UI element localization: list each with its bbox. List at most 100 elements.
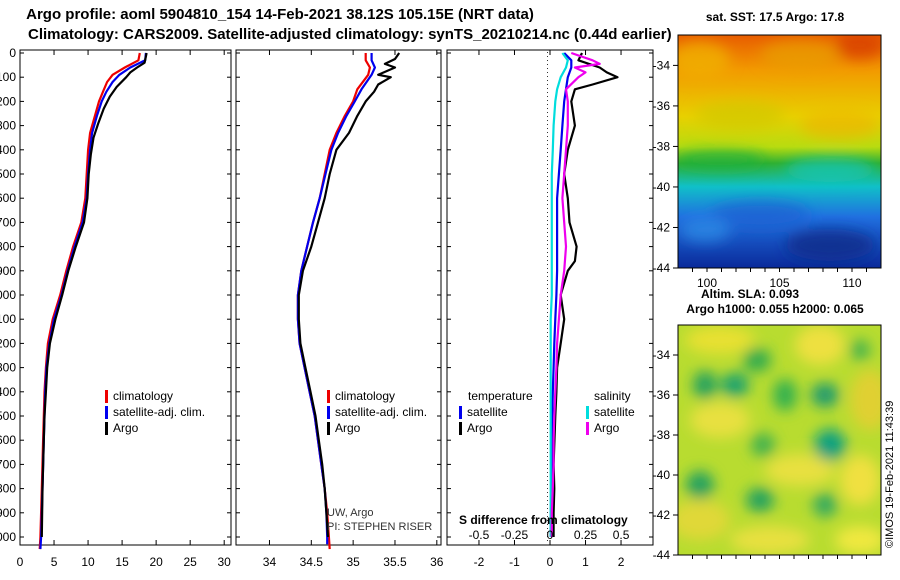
map-lat-label: -34 xyxy=(653,58,671,72)
legend2-satellite-marker xyxy=(327,406,330,419)
sst-texture xyxy=(678,35,881,261)
x-tick-label: 30 xyxy=(218,555,232,569)
x-tick-label: 5 xyxy=(51,555,58,569)
x-tick-label: 0 xyxy=(547,555,554,569)
legend-satellite-marker xyxy=(105,406,108,419)
x-tick-label: 10 xyxy=(81,555,95,569)
footer-credit: ©IMOS 19-Feb-2021 11:43:39 xyxy=(884,401,896,548)
difference-series xyxy=(549,51,619,538)
temperature-plot-frame xyxy=(19,49,232,546)
salinity-difference-tick-label: 0.25 xyxy=(574,528,598,542)
legend-climatology-marker xyxy=(105,390,108,403)
depth-axis: 0 100 200 300 400 500 600 700 800 900 1000 1100 1200… xyxy=(0,46,231,544)
sst-map-axes: -34 -36 -38 -40 -42 -44 100 105 110 xyxy=(653,58,867,290)
sla-map-title: Altim. SLA: 0.093 xyxy=(701,287,799,301)
legend2-satellite-label: satellite-adj. clim. xyxy=(335,405,427,419)
sst-map: sat. SST: 17.5 Argo: 17.8 -34 -36 -38 -40 -4… xyxy=(653,10,882,290)
sla-map-subtitle: Argo h1000: 0.055 h2000: 0.065 xyxy=(686,302,864,316)
map-lat-label: -44 xyxy=(653,548,671,562)
legend3-temp-satellite-label: satellite xyxy=(467,405,508,419)
x-tick-label: 20 xyxy=(149,555,163,569)
legend3-sal-argo-label: Argo xyxy=(594,421,620,435)
legend-argo-marker xyxy=(105,422,108,435)
x-tick-label: 1 xyxy=(582,555,589,569)
legend3-temperature-heading: temperature xyxy=(468,389,533,403)
depth-tick-label: 1800 xyxy=(0,482,16,496)
map-lat-label: -38 xyxy=(653,139,671,153)
salinity-difference-tick-label: 0.5 xyxy=(613,528,630,542)
salinity-difference-tick-label: -0.5 xyxy=(469,528,490,542)
depth-tick-label: 500 xyxy=(0,167,16,181)
depth-tick-label: 1500 xyxy=(0,409,16,423)
series-line-temperature-satellite xyxy=(549,52,573,538)
salinity-difference-ticks: -0.5 -0.25 0 0.25 0.5 xyxy=(469,528,630,542)
salinity-difference-tick-label: 0 xyxy=(547,528,554,542)
x-tick-label: 34 xyxy=(263,555,277,569)
temperature-axis: 0 5 10 15 20 25 30 xyxy=(17,50,232,569)
salinity-legend: climatology satellite-adj. clim. Argo xyxy=(327,389,427,435)
temperature-panel: 0100200300400500600700800900100011001200… xyxy=(0,46,232,569)
map-lat-label: -42 xyxy=(653,220,671,234)
map-lat-label: -36 xyxy=(653,388,671,402)
depth-tick-label: 900 xyxy=(0,264,16,278)
map-lat-label: -34 xyxy=(653,348,671,362)
x-tick-label: 15 xyxy=(115,555,129,569)
title-line-2: Climatology: CARS2009. Satellite-adjuste… xyxy=(28,26,672,43)
map-lat-label: -38 xyxy=(653,428,671,442)
legend2-argo-marker xyxy=(327,422,330,435)
depth-tick-label: 2000 xyxy=(0,530,16,544)
depth-tick-label: 300 xyxy=(0,119,16,133)
x-tick-label: 35.5 xyxy=(383,555,407,569)
legend3-temp-satellite-marker xyxy=(459,406,462,419)
depth-tick-label: 0 xyxy=(9,46,16,60)
difference-depth-ticks xyxy=(447,52,653,538)
depth-tick-label: 1900 xyxy=(0,506,16,520)
map-lat-label: -44 xyxy=(653,261,671,275)
legend3-sal-satellite-marker xyxy=(586,406,589,419)
series-line-argo xyxy=(297,52,401,538)
sst-field xyxy=(678,35,881,268)
sla-field xyxy=(678,325,881,555)
map-lon-label: 110 xyxy=(842,276,861,290)
depth-tick-label: 1000 xyxy=(0,288,16,302)
depth-tick-label: 1200 xyxy=(0,336,16,350)
map-lat-label: -42 xyxy=(653,508,671,522)
depth-tick-label: 800 xyxy=(0,240,16,254)
x-tick-label: -2 xyxy=(474,555,485,569)
depth-tick-label: 700 xyxy=(0,215,16,229)
x-tick-label: 36 xyxy=(430,555,444,569)
x-tick-label: 0 xyxy=(17,555,24,569)
depth-tick-label: 1700 xyxy=(0,457,16,471)
depth-tick-label: 1400 xyxy=(0,385,16,399)
depth-tick-label: 200 xyxy=(0,94,16,108)
map-lat-label: -36 xyxy=(653,99,671,113)
depth-tick-label: 1300 xyxy=(0,361,16,375)
depth-tick-label: 1600 xyxy=(0,433,16,447)
x-tick-label: 35 xyxy=(346,555,360,569)
legend-climatology-label: climatology xyxy=(113,389,173,403)
series-line-salinity-satellite xyxy=(549,52,569,537)
legend3-salinity-heading: salinity xyxy=(594,389,631,403)
legend2-climatology-label: climatology xyxy=(335,389,395,403)
salinity-depth-ticks xyxy=(236,52,441,538)
difference-legend: temperature salinity satellite Argo sate… xyxy=(459,389,635,435)
legend3-temp-argo-label: Argo xyxy=(467,421,493,435)
legend3-temp-argo-marker xyxy=(459,422,462,435)
sla-map-axes: -34 -36 -38 -40 -42 -44 xyxy=(653,348,867,562)
salinity-axis: 34 34.5 35 35.5 36 xyxy=(263,50,444,569)
annotation-pi: PI: STEPHEN RISER xyxy=(327,521,432,533)
salinity-panel: 34 34.5 35 35.5 36 climatology satellite-adj… xyxy=(235,49,444,569)
difference-axis: -2 -1 0 1 2 xyxy=(474,50,625,569)
depth-tick-label: 100 xyxy=(0,70,16,84)
depth-tick-label: 400 xyxy=(0,143,16,157)
title-line-1: Argo profile: aoml 5904810_154 14-Feb-20… xyxy=(26,6,534,23)
temperature-legend: climatology satellite-adj. clim. Argo xyxy=(105,389,205,435)
series-line-salinity-argo xyxy=(550,51,601,537)
salinity-difference-tick-label: -0.25 xyxy=(501,528,529,542)
depth-tick-label: 600 xyxy=(0,191,16,205)
map-lat-label: -40 xyxy=(653,180,671,194)
difference-xlabel: S difference from climatology xyxy=(459,513,628,527)
map-lon-label: 105 xyxy=(769,276,789,290)
salinity-series xyxy=(296,52,401,550)
